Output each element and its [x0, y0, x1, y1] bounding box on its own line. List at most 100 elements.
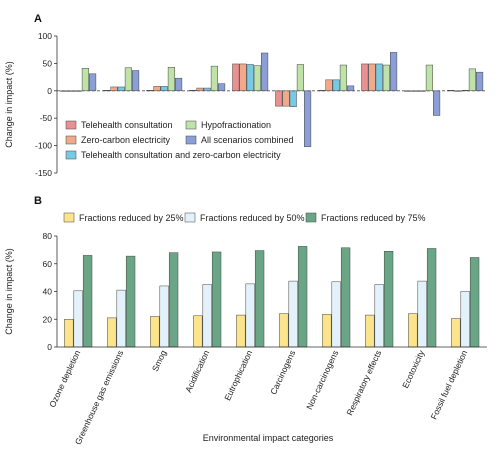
bar-fractions-reduced-by-50-fossil-fuel-depletion [460, 291, 470, 348]
x-tick-label-greenhouse-gas-emissions: Greenhouse gas emissions [73, 349, 126, 447]
bar-hypofractionation-ozone-depletion [81, 68, 89, 92]
y-tick-label: 0 [47, 342, 52, 352]
bar-hypofractionation-respiratory-effects [382, 64, 390, 92]
legend-swatch-all-scenarios-combined [185, 135, 197, 145]
bar-telehealth-consultation-carcinogens [275, 90, 283, 107]
y-tick-label: -100 [35, 141, 52, 151]
bar-fractions-reduced-by-25-eutrophication [236, 314, 246, 348]
y-tick-label: 50 [43, 58, 53, 68]
bar-all-scenarios-combined-greenhouse-gas-emissions [132, 70, 140, 92]
bar-all-scenarios-combined-eutrophication [261, 52, 269, 92]
legend-swatch-fractions-reduced-by-50 [184, 212, 196, 223]
bar-fractions-reduced-by-50-eutrophication [245, 283, 255, 348]
bar-fractions-reduced-by-25-ecotoxicity [408, 313, 418, 348]
bar-all-scenarios-combined-ozone-depletion [89, 73, 97, 92]
bar-hypofractionation-greenhouse-gas-emissions [124, 67, 132, 92]
bar-zero-carbon-electricity-greenhouse-gas-emissions [110, 86, 118, 92]
bar-fractions-reduced-by-25-carcinogens [279, 313, 289, 348]
x-tick-label-acidification: Acidification [183, 348, 211, 394]
bar-fractions-reduced-by-25-respiratory-effects [365, 314, 375, 348]
legend-label-hypofractionation: Hypofractionation [201, 120, 271, 130]
bar-telehealth-consultation-and-zero-carbon-electricity-smog [160, 86, 168, 92]
y-tick-label: 80 [43, 231, 53, 241]
bar-fractions-reduced-by-50-ozone-depletion [73, 290, 83, 348]
bar-fractions-reduced-by-50-respiratory-effects [374, 284, 384, 348]
bar-telehealth-consultation-and-zero-carbon-electricity-carcinogens [289, 90, 297, 107]
panel-label: A [34, 13, 42, 25]
legend-label-all-scenarios-combined: All scenarios combined [201, 135, 294, 145]
legend-swatch-telehealth-consultation-and-zero-carbon-electricity [65, 150, 77, 160]
bar-zero-carbon-electricity-respiratory-effects [368, 63, 376, 92]
legend-label-telehealth-consultation: Telehealth consultation [81, 120, 173, 130]
bar-fractions-reduced-by-75-respiratory-effects [383, 251, 394, 348]
legend-label-fractions-reduced-by-50: Fractions reduced by 50% [200, 213, 305, 223]
y-axis-label: Change in impact (%) [4, 248, 14, 335]
bar-telehealth-consultation-and-zero-carbon-electricity-greenhouse-gas-emissions [117, 86, 125, 92]
bar-hypofractionation-acidification [210, 65, 218, 92]
bar-fractions-reduced-by-25-smog [150, 316, 160, 348]
bar-fractions-reduced-by-75-carcinogens [297, 246, 308, 348]
bar-telehealth-consultation-and-zero-carbon-electricity-non-carcinogens [332, 79, 340, 92]
bar-fractions-reduced-by-50-acidification [202, 284, 212, 348]
bar-telehealth-consultation-respiratory-effects [361, 63, 369, 92]
y-tick-label: -150 [35, 168, 52, 178]
legend-swatch-zero-carbon-electricity [65, 135, 77, 145]
bar-fractions-reduced-by-25-non-carcinogens [322, 314, 332, 348]
x-tick-label-ecotoxicity: Ecotoxicity [400, 348, 427, 390]
bar-all-scenarios-combined-smog [175, 77, 183, 92]
bar-fractions-reduced-by-25-greenhouse-gas-emissions [107, 317, 117, 348]
y-axis-label: Change in impact (%) [4, 61, 14, 148]
bar-zero-carbon-electricity-eutrophication [239, 63, 247, 92]
bar-all-scenarios-combined-ecotoxicity [433, 90, 441, 116]
legend-label-telehealth-consultation-and-zero-carbon-electricity: Telehealth consultation and zero-carbon … [81, 150, 281, 160]
bar-fractions-reduced-by-50-smog [159, 285, 169, 348]
legend-label-fractions-reduced-by-25: Fractions reduced by 25% [79, 213, 184, 223]
bar-all-scenarios-combined-fossil-fuel-depletion [476, 71, 484, 92]
legend-swatch-fractions-reduced-by-75 [305, 212, 317, 223]
bar-telehealth-consultation-eutrophication [232, 63, 240, 92]
bar-fractions-reduced-by-75-greenhouse-gas-emissions [125, 255, 136, 348]
bar-fractions-reduced-by-50-carcinogens [288, 280, 298, 348]
bar-fractions-reduced-by-75-smog [168, 252, 179, 348]
y-tick-label: 100 [38, 31, 52, 41]
bar-telehealth-consultation-and-zero-carbon-electricity-eutrophication [246, 64, 254, 92]
bar-all-scenarios-combined-respiratory-effects [390, 52, 398, 92]
bar-fractions-reduced-by-75-ecotoxicity [426, 248, 437, 348]
x-axis-label: Environmental impact categories [203, 433, 334, 443]
x-tick-label-non-carcinogens: Non-carcinogens [304, 349, 340, 411]
bar-all-scenarios-combined-non-carcinogens [347, 85, 355, 92]
legend-swatch-fractions-reduced-by-25 [63, 212, 75, 223]
x-tick-label-respiratory-effects: Respiratory effects [344, 349, 383, 417]
x-tick-label-smog: Smog [150, 348, 169, 373]
chart-panel-b: B 0 20 40 60 80 Change in impact (%) Fractions … [4, 195, 487, 446]
y-tick-label: 0 [47, 86, 52, 96]
bar-fractions-reduced-by-75-ozone-depletion [82, 255, 93, 348]
bar-zero-carbon-electricity-non-carcinogens [325, 79, 333, 92]
x-tick-label-fossil-fuel-depletion: Fossil fuel depletion [428, 348, 469, 421]
y-tick-label: -50 [40, 113, 53, 123]
bar-zero-carbon-electricity-carcinogens [282, 90, 290, 107]
panel-label: B [34, 195, 42, 207]
x-tick-label-ozone-depletion: Ozone depletion [47, 348, 82, 409]
x-tick-label-carcinogens: Carcinogens [268, 349, 297, 396]
y-tick-label: 40 [43, 287, 53, 297]
bar-fractions-reduced-by-50-non-carcinogens [331, 281, 341, 348]
legend-swatch-hypofractionation [185, 120, 197, 130]
bar-hypofractionation-fossil-fuel-depletion [468, 68, 476, 92]
legend-label-zero-carbon-electricity: Zero-carbon electricity [81, 135, 171, 145]
bar-fractions-reduced-by-50-ecotoxicity [417, 280, 427, 348]
bar-fractions-reduced-by-25-fossil-fuel-depletion [451, 318, 461, 348]
bar-telehealth-consultation-and-zero-carbon-electricity-respiratory-effects [375, 63, 383, 92]
bar-fractions-reduced-by-50-greenhouse-gas-emissions [116, 289, 126, 348]
bar-fractions-reduced-by-75-eutrophication [254, 250, 265, 348]
bar-all-scenarios-combined-carcinogens [304, 90, 312, 147]
bar-hypofractionation-non-carcinogens [339, 64, 347, 92]
legend-label-fractions-reduced-by-75: Fractions reduced by 75% [321, 213, 426, 223]
bar-hypofractionation-carcinogens [296, 64, 304, 92]
bar-fractions-reduced-by-25-acidification [193, 315, 203, 348]
bar-telehealth-consultation-and-zero-carbon-electricity-acidification [203, 87, 211, 92]
bar-all-scenarios-combined-acidification [218, 83, 226, 92]
bar-zero-carbon-electricity-acidification [196, 87, 204, 92]
y-tick-label: 60 [43, 259, 53, 269]
legend-swatch-telehealth-consultation [65, 120, 77, 130]
